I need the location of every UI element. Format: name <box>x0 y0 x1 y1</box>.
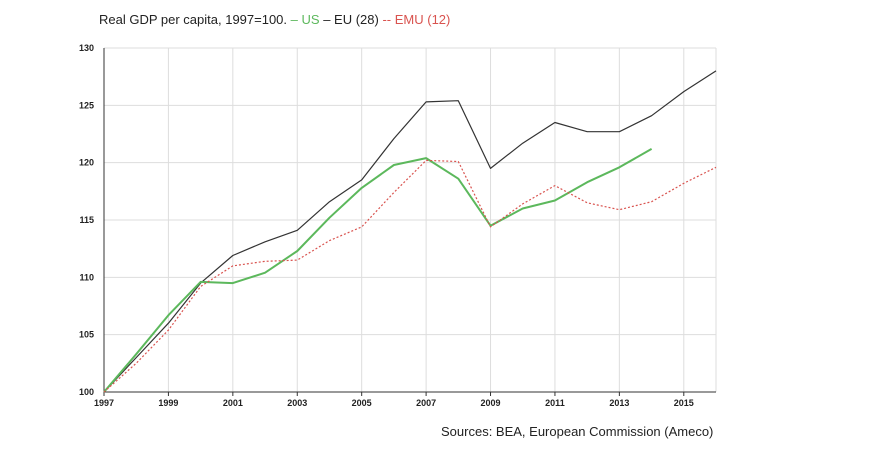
source-note: Sources: BEA, European Commission (Ameco… <box>441 424 713 439</box>
y-tick-label: 125 <box>79 100 94 110</box>
grid <box>104 47 717 392</box>
series-line-us <box>103 148 653 393</box>
chart-title: Real GDP per capita, 1997=100. – US – EU… <box>99 12 450 27</box>
x-tick-label: 2009 <box>481 398 501 408</box>
x-tick-label: 2003 <box>287 398 307 408</box>
y-tick-label: 130 <box>79 43 94 53</box>
axes: 100 105 110 115 120 125 130 1997 1999 2001 2003 200… <box>79 43 716 408</box>
x-tick-label: 2001 <box>223 398 243 408</box>
x-tick-label: 2007 <box>416 398 436 408</box>
x-tick-label: 1999 <box>158 398 178 408</box>
x-tick-label: 1997 <box>94 398 114 408</box>
x-tick-label: 2015 <box>674 398 694 408</box>
y-tick-label: 105 <box>79 330 94 340</box>
y-tick-label: 100 <box>79 387 94 397</box>
x-tick-label: 2005 <box>352 398 372 408</box>
title-prefix: Real GDP per capita, 1997=100. <box>99 12 287 27</box>
title-emu-marker: -- <box>382 12 394 27</box>
series-line-eu <box>103 70 717 393</box>
y-tick-label: 110 <box>79 272 94 282</box>
title-eu-marker: – <box>323 12 334 27</box>
series-line-emu <box>103 159 717 393</box>
title-eu-label: EU (28) <box>334 12 379 27</box>
x-tick-label: 2011 <box>545 398 565 408</box>
series <box>103 70 717 393</box>
y-tick-label: 120 <box>79 158 94 168</box>
y-tick-label: 115 <box>79 215 94 225</box>
title-us-label: US <box>302 12 320 27</box>
x-tick-label: 2013 <box>609 398 629 408</box>
title-us-marker: – <box>291 12 302 27</box>
title-emu-label: EMU (12) <box>395 12 451 27</box>
